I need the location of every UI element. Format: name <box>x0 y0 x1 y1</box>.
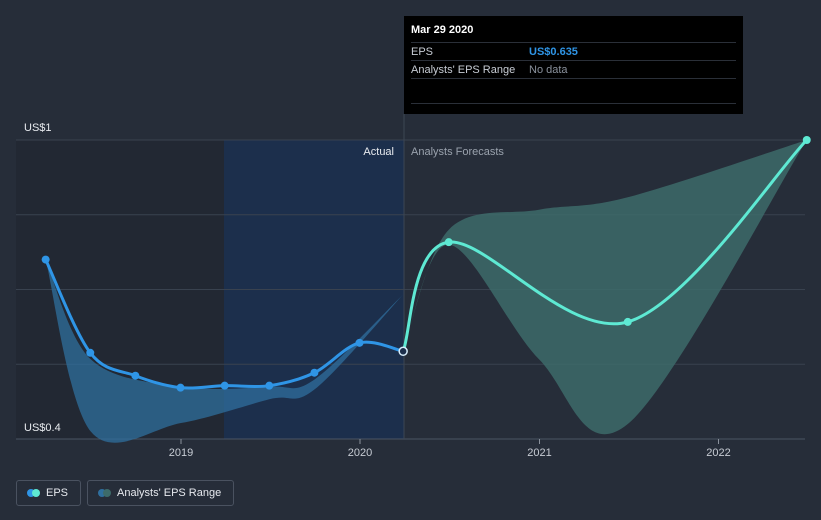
forecast-point <box>623 317 632 326</box>
legend-eps-button[interactable]: EPS <box>16 480 82 506</box>
tooltip-range-value: No data <box>529 63 568 76</box>
eps-point <box>131 371 140 380</box>
legend-eps-label: EPS <box>46 487 69 499</box>
y-tick-label-top: US$1 <box>24 122 52 134</box>
tooltip-date: Mar 29 2020 <box>411 24 474 36</box>
tooltip-spacer <box>411 79 736 104</box>
tooltip-eps-label: EPS <box>411 45 434 58</box>
x-tick-label: 2021 <box>527 447 551 459</box>
eps-point <box>310 368 319 377</box>
past-range-band <box>45 259 404 443</box>
tooltip-row-range: Analysts' EPS Range No data <box>411 60 736 79</box>
forecast-point <box>802 136 811 144</box>
tooltip-eps-value: US$0.635 <box>529 45 578 58</box>
series-points <box>41 136 811 392</box>
forecast-point <box>444 238 453 247</box>
eps-point <box>176 383 185 392</box>
eps-point <box>41 255 50 264</box>
x-axis: 2019 2020 2021 2022 <box>169 439 731 459</box>
x-tick-label: 2022 <box>706 447 730 459</box>
tooltip: Mar 29 2020 EPS US$0.635 Analysts' EPS R… <box>404 16 743 114</box>
forecast-range-band <box>403 140 807 435</box>
eps-point <box>355 338 364 347</box>
range-swatch-icon <box>98 489 112 497</box>
range-bands <box>45 140 807 443</box>
x-tick-label: 2020 <box>348 447 372 459</box>
forecast-line <box>401 138 809 353</box>
eps-point <box>86 348 95 357</box>
eps-swatch-icon <box>27 489 40 497</box>
y-tick-label-bottom: US$0.4 <box>24 422 61 434</box>
legend: EPS Analysts' EPS Range <box>16 480 235 506</box>
forecast-label: Analysts Forecasts <box>411 146 504 158</box>
legend-range-button[interactable]: Analysts' EPS Range <box>87 480 235 506</box>
actual-label: Actual <box>363 146 394 158</box>
eps-point <box>398 346 408 357</box>
legend-range-label: Analysts' EPS Range <box>117 487 222 499</box>
eps-point <box>220 381 229 390</box>
tooltip-row-eps: EPS US$0.635 <box>411 42 736 60</box>
tooltip-range-label: Analysts' EPS Range <box>411 63 516 76</box>
eps-point <box>265 381 274 390</box>
x-tick-label: 2019 <box>169 447 193 459</box>
